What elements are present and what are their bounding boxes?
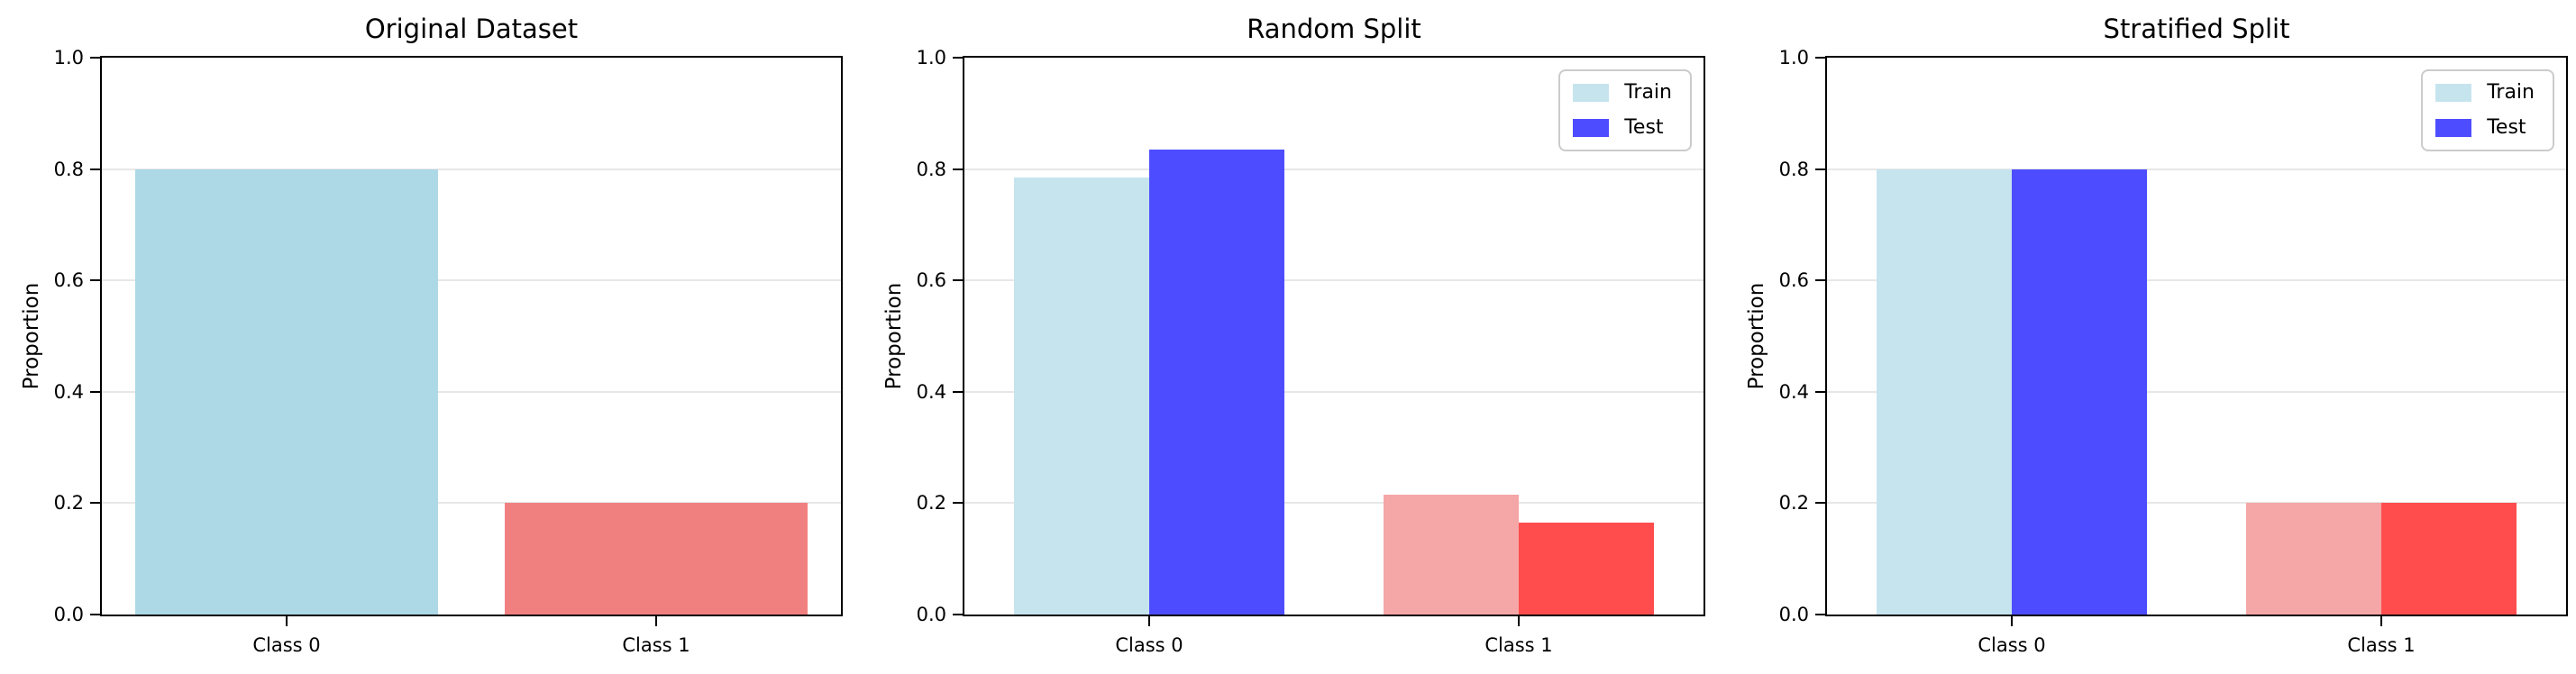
x-tick-mark — [2380, 616, 2382, 626]
x-tick-label: Class 1 — [1484, 634, 1553, 656]
gridline — [102, 279, 841, 282]
y-tick-mark — [90, 57, 100, 59]
axes-stratified-split: Stratified Split Proportion Train Test 0… — [1745, 14, 2568, 656]
bar-class-0 — [135, 168, 438, 615]
x-tick-mark — [1148, 616, 1150, 626]
y-tick-label: 0.2 — [916, 492, 946, 515]
y-tick-mark — [90, 614, 100, 615]
y-axis-label: Proportion — [20, 282, 43, 390]
legend-label-test: Test — [2487, 116, 2526, 139]
legend-item-train: Train — [2435, 82, 2535, 104]
gridline — [1827, 390, 2566, 393]
y-tick-label: 0.2 — [53, 492, 84, 515]
y-tick-mark — [90, 390, 100, 393]
y-tick-mark — [1815, 279, 1825, 282]
y-axis-label: Proportion — [1745, 282, 1768, 390]
x-tick-label: Class 0 — [1115, 634, 1183, 656]
test-swatch-icon — [2435, 119, 2472, 137]
legend-item-train: Train — [1573, 82, 1672, 104]
gridline — [964, 502, 1704, 505]
y-tick-label: 0.0 — [53, 604, 84, 625]
y-tick-mark — [1815, 502, 1825, 505]
y-tick-label: 0.2 — [1778, 492, 1809, 515]
gridline — [964, 390, 1704, 393]
y-tick-mark — [953, 279, 963, 282]
legend-label-test: Test — [1624, 116, 1664, 139]
y-tick-label: 0.4 — [53, 380, 84, 403]
gridline — [102, 390, 841, 393]
axes-random-split: Random Split Proportion Train Test 0.0 0.… — [882, 14, 1705, 656]
y-tick-mark — [953, 168, 963, 170]
y-tick-mark — [953, 614, 963, 615]
bar-train-class-0 — [1014, 177, 1149, 615]
x-tick-mark — [655, 616, 657, 626]
legend-label-train: Train — [2487, 81, 2535, 104]
bar-test-class-1 — [1519, 523, 1654, 615]
bar-test-class-0 — [2012, 168, 2147, 615]
gridline — [102, 502, 841, 505]
test-swatch-icon — [1573, 119, 1610, 137]
x-tick-mark — [2011, 616, 2013, 626]
y-tick-mark — [1815, 168, 1825, 170]
legend-label-train: Train — [1624, 81, 1672, 104]
gridline — [964, 279, 1704, 282]
y-tick-mark — [1815, 57, 1825, 59]
y-tick-mark — [1815, 614, 1825, 615]
y-tick-label: 0.6 — [916, 269, 946, 292]
gridline — [102, 168, 841, 170]
bar-class-1 — [505, 503, 808, 615]
gridline — [1827, 168, 2566, 170]
chart-title: Random Split — [1247, 14, 1421, 44]
y-tick-label: 0.0 — [916, 604, 946, 625]
legend-item-test: Test — [2435, 117, 2535, 139]
gridline — [964, 168, 1704, 170]
y-tick-label: 0.6 — [53, 269, 84, 292]
chart-title: Original Dataset — [364, 14, 579, 44]
x-tick-mark — [1518, 616, 1520, 626]
y-tick-mark — [953, 57, 963, 59]
y-tick-label: 0.6 — [1778, 269, 1809, 292]
y-tick-label: 0.0 — [1778, 604, 1809, 625]
y-tick-label: 1.0 — [1778, 47, 1809, 68]
bar-train-class-1 — [1384, 495, 1519, 615]
y-tick-label: 0.4 — [1778, 380, 1809, 403]
y-tick-mark — [953, 502, 963, 505]
x-tick-label: Class 1 — [2347, 634, 2416, 656]
y-tick-mark — [953, 390, 963, 393]
y-tick-label: 0.8 — [916, 158, 946, 180]
y-tick-mark — [90, 279, 100, 282]
y-tick-mark — [1815, 390, 1825, 393]
legend: Train Test — [2421, 69, 2554, 151]
axes-original-dataset: Original Dataset Proportion 0.0 0.2 0.4 0.6… — [20, 14, 843, 656]
x-tick-label: Class 0 — [252, 634, 321, 656]
y-tick-mark — [90, 502, 100, 505]
x-tick-mark — [286, 616, 288, 626]
train-swatch-icon — [2435, 84, 2472, 102]
y-axis-label: Proportion — [882, 282, 906, 390]
y-tick-label: 0.8 — [53, 158, 84, 180]
y-tick-mark — [90, 168, 100, 170]
x-tick-label: Class 1 — [622, 634, 690, 656]
chart-title: Stratified Split — [2103, 14, 2290, 44]
legend: Train Test — [1558, 69, 1692, 151]
x-tick-label: Class 0 — [1978, 634, 2046, 656]
gridline — [1827, 279, 2566, 282]
bar-test-class-1 — [2381, 503, 2517, 615]
gridline — [1827, 502, 2566, 505]
legend-item-test: Test — [1573, 117, 1672, 139]
y-tick-label: 1.0 — [916, 47, 946, 68]
train-swatch-icon — [1573, 84, 1610, 102]
y-tick-label: 1.0 — [53, 47, 84, 68]
y-tick-label: 0.4 — [916, 380, 946, 403]
y-tick-label: 0.8 — [1778, 158, 1809, 180]
bar-test-class-0 — [1149, 149, 1284, 615]
bar-train-class-1 — [2246, 503, 2381, 615]
bar-train-class-0 — [1877, 168, 2012, 615]
